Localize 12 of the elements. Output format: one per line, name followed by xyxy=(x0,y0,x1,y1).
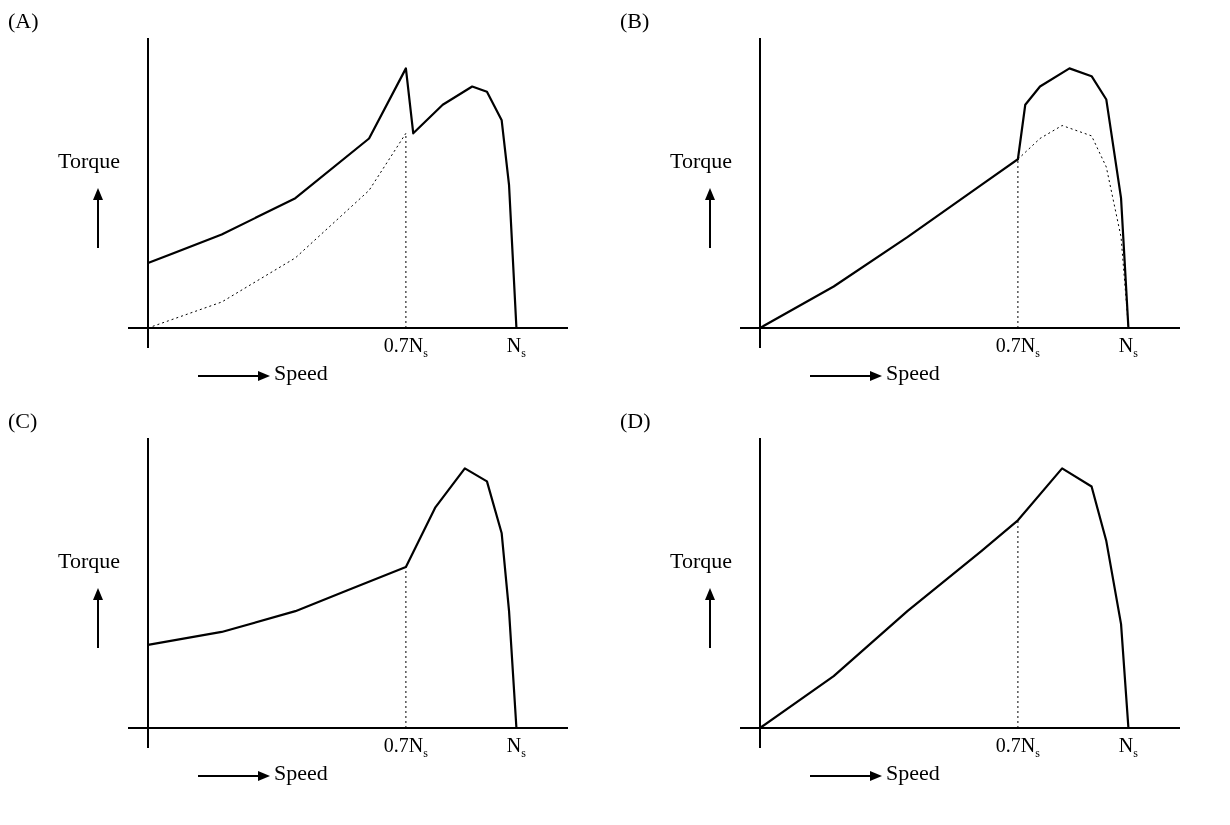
x-axis-title: Speed xyxy=(274,760,328,786)
x-axis-title: Speed xyxy=(886,360,940,386)
chart-title: (B) xyxy=(620,8,650,34)
y-axis-title: Torque xyxy=(670,548,732,574)
y-axis-title: Torque xyxy=(58,148,120,174)
y-axis-title: Torque xyxy=(670,148,732,174)
chart-title: (C) xyxy=(8,408,38,434)
y-axis-title: Torque xyxy=(58,548,120,574)
x-axis-title: Speed xyxy=(886,760,940,786)
chart-title: (D) xyxy=(620,408,651,434)
chart-title: (A) xyxy=(8,8,39,34)
x-axis-title: Speed xyxy=(274,360,328,386)
